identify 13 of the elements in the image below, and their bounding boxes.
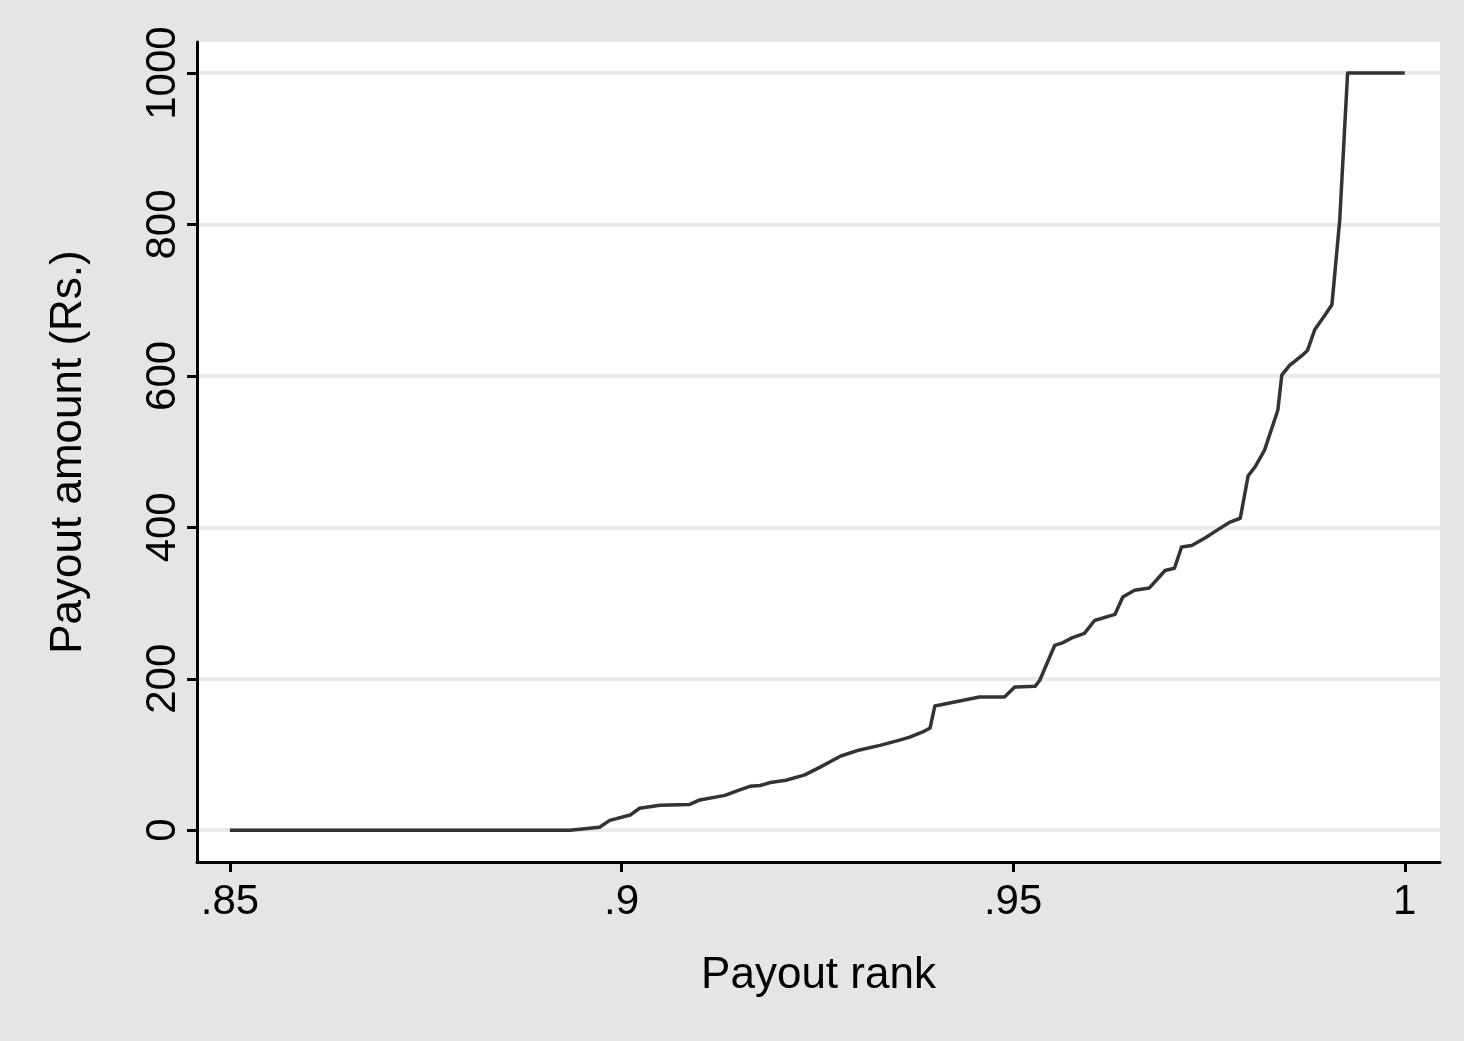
y-tick-label: 800 <box>136 189 184 260</box>
x-tick-label: .85 <box>200 875 260 923</box>
y-tick-label: 400 <box>136 492 184 563</box>
y-axis-title: Payout amount (Rs.) <box>40 250 90 654</box>
y-tick-label: 600 <box>136 340 184 411</box>
y-tick-label: 1000 <box>136 26 184 120</box>
y-tick-label: 200 <box>136 643 184 714</box>
line-series <box>228 71 1407 832</box>
x-tick-label: .95 <box>983 875 1043 923</box>
x-axis-title: Payout rank <box>701 947 937 997</box>
x-tick-label: 1 <box>1393 875 1417 923</box>
x-tick-label: .9 <box>604 875 640 923</box>
y-tick-label: 0 <box>136 818 184 842</box>
